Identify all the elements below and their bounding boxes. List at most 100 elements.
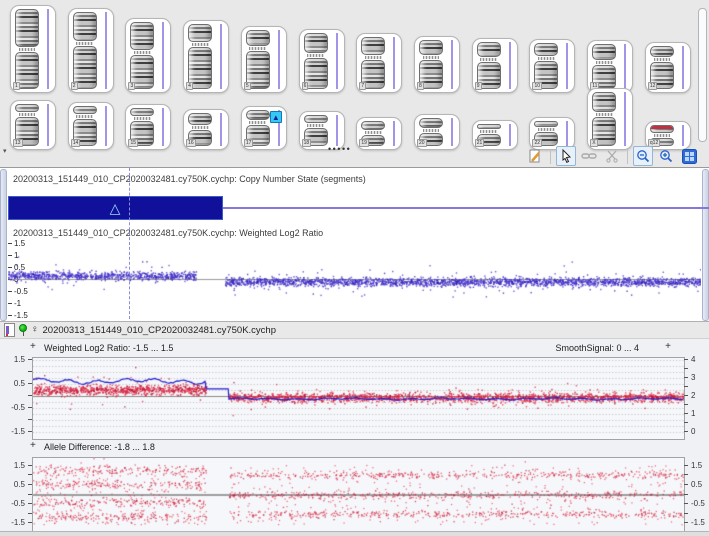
toolbar-separator	[627, 148, 628, 164]
sample-pin-icon[interactable]	[19, 323, 27, 337]
axis-tick-label: 1.5	[691, 460, 703, 470]
allele-difference-plot[interactable]	[32, 457, 685, 533]
axis-tick-label: 0.5	[13, 379, 25, 388]
pointer-button[interactable]	[556, 146, 576, 166]
axis-tick	[28, 464, 32, 466]
karyotype-row-1: 1 2 3 4 5 6 7 8 9 10 11 12	[10, 3, 691, 93]
splitter-handle[interactable]: •••••	[328, 144, 352, 154]
expand-log2-button[interactable]: +	[30, 341, 36, 352]
chromosome-Y[interactable]: q12	[644, 121, 691, 150]
chromosome-ideogram	[303, 33, 328, 89]
chromosome-baseline	[566, 43, 569, 89]
link-button[interactable]	[579, 146, 599, 166]
centromere	[422, 55, 440, 59]
chromosome-baseline	[162, 108, 165, 146]
log2-range-label: Weighted Log2 Ratio: -1.5 ... 1.5	[44, 343, 174, 353]
chromosome-label: 7	[359, 82, 367, 90]
log2-smoothsignal-plot[interactable]	[32, 357, 685, 440]
chromosome-21[interactable]: 21	[471, 120, 518, 150]
chromosome-label: 5	[243, 82, 251, 90]
centromere	[18, 112, 36, 116]
zoom-in-button[interactable]	[656, 146, 676, 166]
chromosome-baseline	[220, 24, 223, 89]
axis-tick-label: 1.5	[13, 460, 25, 470]
chromosome-baseline	[508, 42, 511, 89]
chromosome-baseline	[277, 110, 280, 146]
centromere	[134, 116, 151, 120]
chromosome-19[interactable]: 19	[356, 117, 403, 150]
aberration-marker-icon[interactable]: ▲	[269, 111, 282, 123]
allele-difference-canvas[interactable]	[33, 458, 684, 532]
chromosome-ideogram	[649, 125, 674, 146]
chromosome-13[interactable]: 13	[10, 100, 56, 150]
middle-right-scrollbar[interactable]	[702, 169, 709, 321]
axis-tick	[684, 493, 688, 495]
sample-filename: 20200313_151449_010_CP2020032481.cy750K.…	[42, 324, 276, 336]
centromere	[538, 128, 555, 132]
chromosome-8[interactable]: 8	[414, 36, 461, 93]
log2-smoothsignal-canvas[interactable]	[33, 358, 684, 439]
axis-tick	[684, 503, 688, 505]
chromosome-5[interactable]: 5	[240, 26, 287, 93]
centromere	[653, 58, 671, 62]
toolbar-separator	[550, 148, 551, 164]
chromosome-2[interactable]: 2	[67, 8, 114, 93]
log2-track-title: 20200313_151449_010_CP2020032481.cy750K.…	[13, 228, 324, 238]
chromosome-label: 9	[474, 82, 482, 90]
chromosome-14[interactable]: 14	[67, 102, 114, 150]
zoom-out-button[interactable]	[633, 146, 653, 166]
chromosome-16[interactable]: 16	[183, 109, 230, 150]
chromosome-17[interactable]: 17 ▲	[240, 106, 287, 150]
cut-button[interactable]	[602, 146, 622, 166]
middle-left-scrollbar[interactable]	[0, 169, 7, 321]
axis-tick	[684, 395, 688, 396]
axis-tick-label: 4	[691, 355, 696, 364]
centromere	[538, 57, 555, 61]
karyotype-scrollbar[interactable]	[698, 8, 707, 142]
chromosome-ideogram	[419, 40, 444, 89]
axis-tick	[28, 483, 32, 485]
chromosome-label: 19	[359, 139, 369, 147]
chromosome-1[interactable]: 1	[10, 5, 56, 93]
chromosome-11[interactable]: 11	[587, 40, 634, 93]
chromosome-4[interactable]: 4	[183, 20, 230, 93]
chromosome-ideogram	[15, 9, 39, 89]
sample-header-bar: ♀ 20200313_151449_010_CP2020032481.cy750…	[0, 322, 709, 339]
chromosome-baseline	[47, 104, 49, 146]
centromere	[307, 123, 324, 127]
expand-allele-difference-button[interactable]: +	[30, 440, 36, 451]
fit-view-button[interactable]	[679, 146, 699, 166]
copy-number-track-title: 20200313_151449_010_CP2020032481.cy750K.…	[13, 174, 366, 184]
chromosome-7[interactable]: 7	[356, 33, 403, 93]
chromosome-18[interactable]: 18	[298, 111, 345, 150]
chromosome-9[interactable]: 9	[471, 38, 518, 93]
centromere	[249, 121, 267, 125]
segment-marker-triangle-icon[interactable]: △	[109, 200, 121, 216]
chromosome-label: 22	[532, 139, 543, 147]
collapse-chevron-icon[interactable]: ▾	[3, 148, 7, 155]
axis-tick-label: 2	[691, 391, 696, 400]
axis-tick	[684, 404, 688, 405]
chromosome-X[interactable]: X	[587, 88, 634, 150]
centromere	[480, 130, 498, 134]
axis-tick-label: 1.5	[13, 355, 25, 364]
chromosome-baseline	[335, 33, 338, 89]
edit-annotation-button[interactable]	[525, 146, 545, 166]
chromosome-20[interactable]: 20	[414, 114, 461, 150]
centromere	[595, 113, 613, 116]
chromosome-ideogram	[649, 46, 674, 89]
chromosome-15[interactable]: 15	[125, 104, 172, 150]
log2-ratio-scatter-plot[interactable]	[8, 240, 701, 318]
chromosome-3[interactable]: 3	[125, 18, 172, 93]
chromosome-22[interactable]: 22	[529, 117, 576, 150]
copy-number-segment-bar[interactable]: △	[7, 196, 223, 220]
chromosome-10[interactable]: 10	[529, 39, 576, 93]
chromosome-label: X	[590, 139, 598, 147]
chromosome-label: 10	[532, 82, 543, 90]
expand-smoothsignal-button[interactable]: +	[665, 341, 671, 352]
axis-tick	[684, 483, 688, 485]
chromosome-6[interactable]: 6	[298, 29, 345, 93]
chromosome-12[interactable]: 12	[644, 42, 691, 93]
centromere	[18, 47, 36, 51]
